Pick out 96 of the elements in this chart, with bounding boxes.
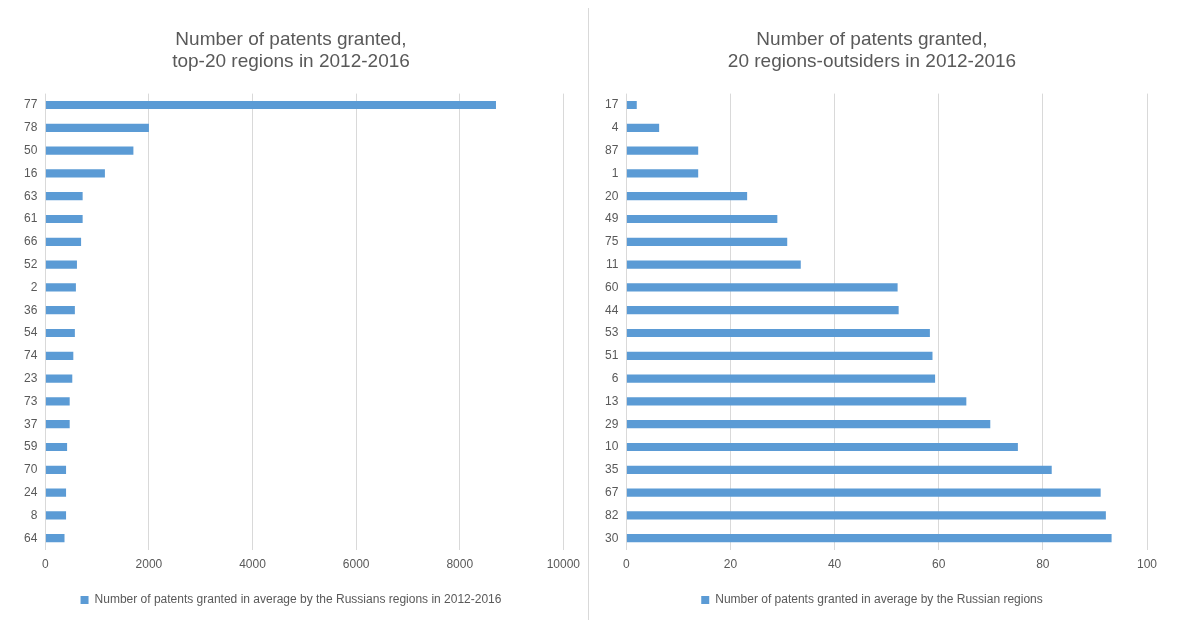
y-tick-label: 50 bbox=[23, 142, 38, 157]
y-tick-label: 1 bbox=[611, 165, 619, 180]
bar bbox=[45, 374, 73, 383]
y-tick-label: 37 bbox=[23, 416, 38, 431]
y-tick-label: 35 bbox=[604, 462, 619, 477]
x-tick-label: 60 bbox=[932, 557, 946, 572]
bar bbox=[626, 146, 699, 155]
y-tick-label: 64 bbox=[23, 530, 38, 545]
y-tick-label: 10 bbox=[604, 439, 619, 454]
y-tick-label: 82 bbox=[604, 507, 619, 522]
x-tick-label: 20 bbox=[723, 557, 738, 572]
y-tick-label: 73 bbox=[23, 393, 38, 408]
y-tick-label: 51 bbox=[604, 348, 619, 363]
y-tick-label: 6 bbox=[611, 370, 619, 385]
chart-title: Number of patents granted, top-20 regions in 2012-2016 bbox=[172, 27, 410, 72]
y-tick-label: 70 bbox=[23, 462, 38, 477]
bar bbox=[626, 283, 898, 292]
bar bbox=[626, 123, 660, 132]
bar bbox=[626, 169, 699, 178]
bar bbox=[626, 100, 637, 110]
y-tick-label: 36 bbox=[23, 302, 38, 317]
y-tick-label: 61 bbox=[23, 211, 38, 226]
bar bbox=[626, 488, 1101, 497]
bar bbox=[45, 488, 67, 497]
y-tick-label: 60 bbox=[604, 279, 619, 294]
bar bbox=[45, 146, 134, 155]
bar bbox=[626, 192, 748, 201]
bar bbox=[45, 511, 67, 520]
bar bbox=[626, 214, 778, 224]
bar bbox=[626, 442, 1018, 452]
y-tick-label: 53 bbox=[604, 325, 619, 340]
y-tick-label: 66 bbox=[23, 234, 38, 249]
bar bbox=[45, 192, 83, 201]
x-tick-label: 8000 bbox=[446, 557, 474, 572]
y-tick-label: 23 bbox=[23, 370, 38, 385]
y-tick-label: 2 bbox=[30, 279, 38, 294]
x-tick-label: 100 bbox=[1136, 557, 1158, 572]
y-tick-label: 24 bbox=[23, 484, 38, 499]
x-tick-label: 2000 bbox=[135, 557, 163, 572]
y-tick-label: 59 bbox=[23, 439, 38, 454]
bar bbox=[626, 237, 788, 246]
x-tick-label: 4000 bbox=[239, 557, 267, 572]
legend-label: Number of patents granted in average by the Russians regions in 2012-2016 bbox=[94, 592, 502, 607]
bar bbox=[45, 169, 105, 178]
bar bbox=[626, 465, 1052, 474]
y-tick-label: 74 bbox=[23, 348, 38, 363]
x-tick-label: 0 bbox=[623, 557, 630, 572]
legend-label: Number of patents granted in average by the Russian regions bbox=[715, 592, 1043, 607]
bar bbox=[45, 214, 83, 224]
y-tick-label: 75 bbox=[604, 234, 619, 249]
y-tick-label: 30 bbox=[604, 530, 619, 545]
bar bbox=[45, 283, 76, 292]
bar bbox=[45, 465, 67, 474]
y-tick-label: 67 bbox=[604, 484, 619, 499]
y-tick-label: 13 bbox=[604, 393, 619, 408]
y-tick-label: 87 bbox=[604, 142, 619, 157]
y-tick-label: 4 bbox=[611, 120, 619, 135]
y-tick-label: 54 bbox=[23, 325, 38, 340]
x-tick-label: 10000 bbox=[546, 557, 581, 572]
y-tick-label: 29 bbox=[604, 416, 619, 431]
bar bbox=[626, 328, 930, 338]
bar bbox=[626, 351, 933, 360]
bar bbox=[45, 351, 74, 360]
y-tick-label: 20 bbox=[604, 188, 619, 203]
x-tick-label: 40 bbox=[827, 557, 842, 572]
bar bbox=[626, 260, 801, 269]
y-tick-label: 49 bbox=[604, 211, 619, 226]
bar bbox=[45, 397, 70, 406]
bar bbox=[45, 237, 82, 246]
chart-title: Number of patents granted, 20 regions-outsiders in 2012-2016 bbox=[727, 27, 1017, 72]
y-tick-label: 44 bbox=[604, 302, 619, 317]
bar bbox=[626, 397, 967, 406]
bar bbox=[626, 534, 1112, 543]
bar bbox=[45, 534, 65, 543]
bar bbox=[626, 306, 899, 315]
y-tick-label: 78 bbox=[23, 120, 38, 135]
y-tick-label: 16 bbox=[23, 165, 38, 180]
y-tick-label: 63 bbox=[23, 188, 38, 203]
y-tick-label: 52 bbox=[23, 256, 38, 271]
x-tick-label: 6000 bbox=[342, 557, 370, 572]
bar bbox=[626, 420, 991, 429]
bar bbox=[45, 442, 68, 452]
x-tick-label: 80 bbox=[1036, 557, 1050, 572]
bar bbox=[45, 328, 75, 338]
x-tick-label: 0 bbox=[42, 557, 49, 572]
bar bbox=[45, 123, 149, 132]
bar bbox=[45, 260, 77, 269]
bar bbox=[45, 420, 70, 429]
bar bbox=[45, 306, 75, 315]
y-tick-label: 17 bbox=[604, 97, 619, 112]
y-tick-label: 11 bbox=[605, 256, 619, 271]
y-tick-label: 8 bbox=[30, 507, 38, 522]
bar bbox=[626, 374, 936, 383]
bar bbox=[626, 511, 1106, 520]
bar bbox=[45, 100, 496, 110]
y-tick-label: 77 bbox=[23, 97, 38, 112]
